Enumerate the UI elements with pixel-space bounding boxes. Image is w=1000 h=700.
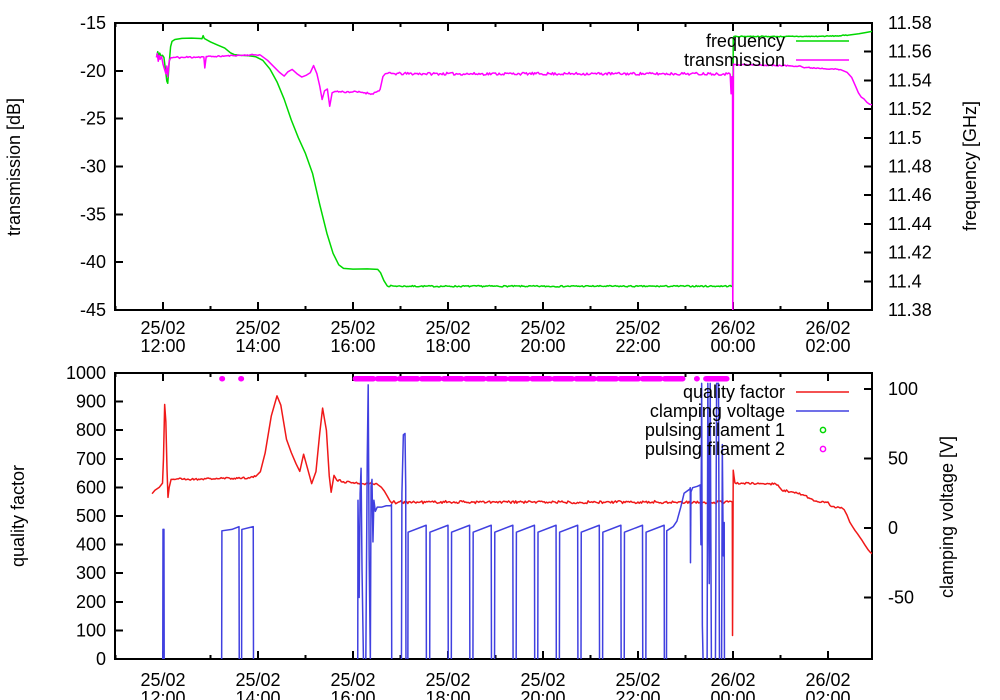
y-tick-label: -45 bbox=[80, 300, 106, 320]
y-tick-label: 500 bbox=[76, 506, 106, 526]
x-tick-label: 25/02 bbox=[615, 670, 660, 690]
x-tick-label: 18:00 bbox=[425, 688, 470, 700]
y2-axis-title: clamping voltage [V] bbox=[937, 436, 957, 598]
x-tick-label: 25/02 bbox=[330, 670, 375, 690]
x-tick-label: 25/02 bbox=[140, 670, 185, 690]
legend-label: quality factor bbox=[683, 382, 785, 402]
y2-tick-label: 11.52 bbox=[888, 99, 932, 119]
x-tick-label: 25/02 bbox=[425, 670, 470, 690]
x-tick-label: 20:00 bbox=[520, 688, 565, 700]
y2-tick-label: 11.48 bbox=[888, 157, 932, 177]
x-tick-label: 25/02 bbox=[425, 318, 470, 338]
x-tick-label: 25/02 bbox=[235, 318, 280, 338]
x-tick-label: 22:00 bbox=[615, 336, 660, 356]
y2-tick-label: 100 bbox=[888, 379, 918, 399]
x-tick-label: 16:00 bbox=[330, 336, 375, 356]
x-tick-label: 18:00 bbox=[425, 336, 470, 356]
y-tick-label: 900 bbox=[76, 392, 106, 412]
y2-tick-label: 11.54 bbox=[888, 70, 932, 90]
y2-tick-label: 50 bbox=[888, 449, 908, 469]
x-tick-label: 25/02 bbox=[140, 318, 185, 338]
y2-tick-label: 11.5 bbox=[888, 128, 922, 148]
x-tick-label: 22:00 bbox=[615, 688, 660, 700]
x-tick-label: 16:00 bbox=[330, 688, 375, 700]
y-tick-label: -30 bbox=[80, 157, 106, 177]
legend-label: frequency bbox=[706, 31, 785, 51]
y2-tick-label: 11.4 bbox=[888, 271, 922, 291]
legend-marker bbox=[819, 445, 827, 453]
x-tick-label: 26/02 bbox=[710, 318, 755, 338]
y2-tick-label: 11.58 bbox=[888, 13, 932, 33]
x-tick-label: 00:00 bbox=[710, 336, 755, 356]
legend-label: transmission bbox=[684, 50, 785, 70]
y-axis-title: transmission [dB] bbox=[4, 98, 24, 236]
legend-label: pulsing filament 2 bbox=[645, 439, 785, 459]
top-plot: 25/0212:0025/0214:0025/0216:0025/0218:00… bbox=[4, 13, 980, 356]
y-tick-label: -40 bbox=[80, 252, 106, 272]
legend-marker bbox=[819, 426, 827, 434]
y2-tick-label: 11.56 bbox=[888, 42, 932, 62]
y2-tick-label: 11.38 bbox=[888, 300, 932, 320]
x-tick-label: 02:00 bbox=[805, 336, 850, 356]
series-quality-factor-line bbox=[151, 395, 872, 637]
y-tick-label: -25 bbox=[80, 109, 106, 129]
y-tick-label: 0 bbox=[96, 649, 106, 669]
x-tick-label: 25/02 bbox=[520, 670, 565, 690]
x-tick-label: 25/02 bbox=[235, 670, 280, 690]
y-axis-title: quality factor bbox=[8, 465, 28, 567]
y-tick-label: 800 bbox=[76, 420, 106, 440]
legend-label: pulsing filament 1 bbox=[645, 420, 785, 440]
y-tick-label: -20 bbox=[80, 61, 106, 81]
y-tick-label: 400 bbox=[76, 535, 106, 555]
x-tick-label: 25/02 bbox=[330, 318, 375, 338]
y-tick-label: 600 bbox=[76, 477, 106, 497]
y2-tick-label: 11.42 bbox=[888, 243, 932, 263]
legend-label: clamping voltage bbox=[650, 401, 785, 421]
y-tick-label: 1000 bbox=[66, 363, 106, 383]
y-tick-label: 300 bbox=[76, 563, 106, 583]
x-tick-label: 20:00 bbox=[520, 336, 565, 356]
x-tick-label: 26/02 bbox=[805, 670, 850, 690]
x-tick-label: 14:00 bbox=[235, 336, 280, 356]
x-tick-label: 14:00 bbox=[235, 688, 280, 700]
series-clamping-voltage-line bbox=[162, 382, 726, 659]
y-tick-label: 100 bbox=[76, 620, 106, 640]
x-tick-label: 25/02 bbox=[520, 318, 565, 338]
x-tick-label: 26/02 bbox=[805, 318, 850, 338]
x-tick-label: 26/02 bbox=[710, 670, 755, 690]
y2-tick-label: -50 bbox=[888, 588, 914, 608]
bottom-plot: 25/0212:0025/0214:0025/0216:0025/0218:00… bbox=[8, 363, 957, 700]
y-tick-label: -15 bbox=[80, 13, 106, 33]
y-tick-label: 700 bbox=[76, 449, 106, 469]
x-tick-label: 02:00 bbox=[805, 688, 850, 700]
series-frequency-line bbox=[156, 30, 872, 288]
x-tick-label: 00:00 bbox=[710, 688, 755, 700]
series-transmission-line bbox=[155, 52, 872, 310]
y2-tick-label: 0 bbox=[888, 518, 898, 538]
x-tick-label: 12:00 bbox=[140, 688, 185, 700]
y2-tick-label: 11.46 bbox=[888, 185, 932, 205]
y-tick-label: -35 bbox=[80, 204, 106, 224]
y2-axis-title: frequency [GHz] bbox=[960, 101, 980, 231]
x-tick-label: 12:00 bbox=[140, 336, 185, 356]
x-tick-label: 25/02 bbox=[615, 318, 660, 338]
y2-tick-label: 11.44 bbox=[888, 214, 932, 234]
y-tick-label: 200 bbox=[76, 592, 106, 612]
